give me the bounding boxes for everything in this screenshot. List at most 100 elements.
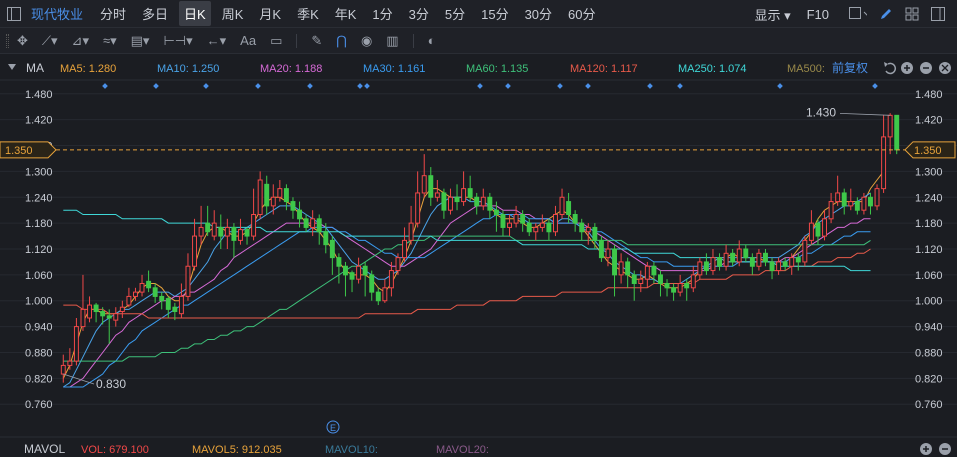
candle[interactable] — [658, 270, 663, 297]
candle[interactable] — [559, 188, 565, 219]
candle[interactable] — [644, 261, 650, 288]
candle[interactable] — [605, 240, 611, 267]
candle[interactable] — [100, 307, 106, 325]
pen-icon[interactable] — [879, 7, 893, 21]
candle[interactable] — [382, 279, 388, 303]
toggle-visibility-icon[interactable]: ◐ — [427, 33, 436, 48]
stock-name[interactable]: 现代牧业 — [31, 7, 84, 22]
zoom-out-icon[interactable] — [920, 62, 932, 74]
candle[interactable] — [703, 253, 709, 275]
candle[interactable] — [139, 274, 145, 297]
candle[interactable] — [539, 214, 545, 232]
candle[interactable] — [894, 114, 900, 155]
candle[interactable] — [776, 257, 782, 275]
eraser-icon[interactable]: ✎ — [311, 32, 323, 48]
line-tool-icon[interactable]: ⟋▾ — [41, 32, 58, 48]
period-tab[interactable]: 多日 — [142, 7, 169, 22]
event-dot[interactable] — [357, 83, 363, 89]
candle[interactable] — [513, 205, 519, 228]
candle[interactable] — [113, 307, 119, 327]
period-tab[interactable]: 日K — [179, 1, 211, 26]
candle[interactable] — [178, 283, 184, 318]
candle[interactable] — [192, 218, 197, 271]
candle[interactable] — [572, 210, 578, 232]
candle[interactable] — [421, 154, 427, 198]
candle[interactable] — [592, 223, 598, 249]
candle[interactable] — [664, 279, 670, 297]
candle[interactable] — [507, 214, 512, 237]
event-e-marker[interactable]: E — [326, 420, 340, 434]
crosshair-move-icon[interactable]: ✥ — [17, 32, 28, 48]
zoom-in-icon[interactable] — [901, 62, 913, 74]
event-dot[interactable] — [102, 83, 108, 89]
comment-tool-icon[interactable]: ▭ — [270, 32, 283, 48]
chart-area[interactable]: MA MA5: 1.280 MA10: 1.250 MA20: 1.188 MA30:… — [0, 55, 957, 457]
candle[interactable] — [487, 192, 493, 219]
candle[interactable] — [73, 317, 79, 366]
event-dot[interactable] — [255, 83, 261, 89]
candle[interactable] — [375, 287, 381, 306]
candle[interactable] — [119, 300, 125, 318]
candle[interactable] — [500, 210, 506, 237]
candle[interactable] — [730, 249, 736, 267]
candle[interactable] — [461, 171, 467, 206]
candle[interactable] — [211, 210, 217, 241]
collapse-icon[interactable] — [8, 64, 16, 70]
candle[interactable] — [185, 253, 191, 301]
candle[interactable] — [874, 184, 880, 211]
candle[interactable] — [303, 214, 309, 232]
candle[interactable] — [579, 218, 585, 241]
candle[interactable] — [612, 244, 617, 297]
candle[interactable] — [80, 274, 86, 331]
display-menu-button[interactable]: 显示 ▾ — [754, 7, 791, 23]
candle[interactable] — [808, 210, 814, 245]
candle[interactable] — [828, 192, 834, 224]
undo-icon[interactable] — [884, 62, 897, 75]
period-tab[interactable]: 分时 — [100, 7, 127, 22]
period-tab[interactable]: 年K — [334, 7, 357, 22]
candle[interactable] — [841, 188, 847, 215]
event-dot[interactable] — [677, 83, 683, 89]
candle[interactable] — [172, 302, 178, 321]
event-dot[interactable] — [557, 83, 563, 89]
candle[interactable] — [369, 270, 375, 301]
candle[interactable] — [310, 210, 316, 237]
period-tab[interactable]: 3分 — [408, 7, 429, 22]
layout-box-icon[interactable] — [845, 7, 867, 21]
candle[interactable] — [546, 218, 552, 241]
panel-layout-icon[interactable] — [931, 7, 945, 21]
candle[interactable] — [520, 210, 526, 232]
candle[interactable] — [165, 296, 171, 318]
candle[interactable] — [349, 270, 355, 293]
vol-zoom-in-icon[interactable] — [920, 443, 932, 455]
candle[interactable] — [323, 223, 329, 254]
candle[interactable] — [297, 201, 302, 228]
candle[interactable] — [159, 292, 165, 310]
candle[interactable] — [87, 296, 92, 323]
candle[interactable] — [697, 257, 703, 280]
candles[interactable] — [60, 113, 900, 383]
event-dot[interactable] — [585, 83, 591, 89]
candle[interactable] — [244, 227, 250, 245]
period-tab[interactable]: 周K — [221, 7, 244, 22]
event-dot[interactable] — [872, 83, 878, 89]
candle[interactable] — [126, 287, 132, 308]
candle[interactable] — [198, 205, 204, 245]
candle[interactable] — [290, 197, 296, 219]
candle[interactable] — [454, 184, 460, 211]
candle[interactable] — [710, 249, 716, 275]
arrow-tool-icon[interactable]: ←▾ — [206, 32, 227, 48]
candle[interactable] — [67, 348, 73, 370]
candle[interactable] — [690, 266, 696, 293]
candle[interactable] — [815, 218, 821, 245]
kline-chart[interactable]: MA MA5: 1.280 MA10: 1.250 MA20: 1.188 MA30:… — [0, 55, 957, 457]
candle[interactable] — [448, 188, 453, 215]
candle[interactable] — [336, 253, 342, 284]
candle[interactable] — [329, 236, 335, 275]
candle[interactable] — [441, 188, 447, 219]
candle[interactable] — [356, 257, 362, 284]
candle[interactable] — [631, 270, 637, 301]
text-tool-icon[interactable]: Aa — [240, 33, 257, 48]
adjust-mode-button[interactable]: 前复权 — [832, 60, 868, 75]
candle[interactable] — [474, 192, 480, 215]
